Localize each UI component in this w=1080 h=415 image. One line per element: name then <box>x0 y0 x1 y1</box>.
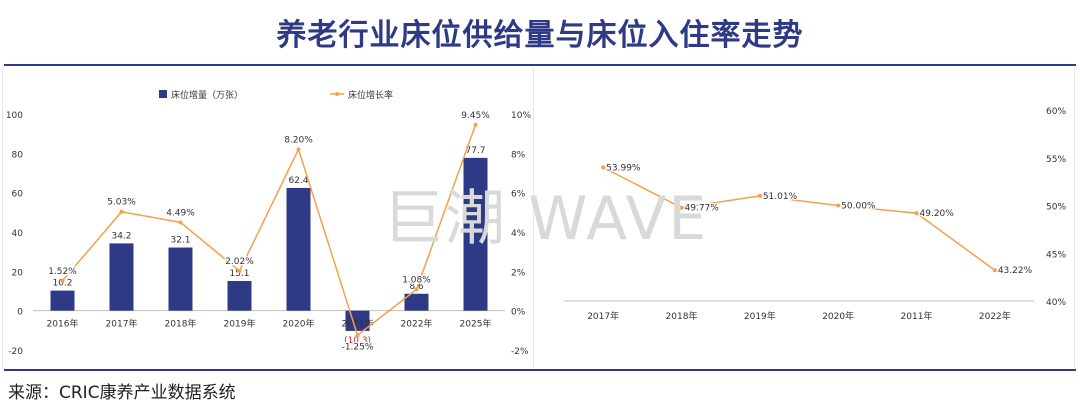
y-right-tick-label: 40% <box>1046 298 1066 308</box>
occupancy-rate-point <box>992 268 997 273</box>
growth-rate-data-label: 5.03% <box>107 198 136 208</box>
bar-data-label: 34.2 <box>111 231 131 241</box>
watermark: 巨潮 WAVE <box>383 184 709 254</box>
y-right-tick-label: 8% <box>511 150 526 160</box>
y-right-tick-label: 60% <box>1046 107 1066 117</box>
bar-data-label: 10.2 <box>52 279 72 289</box>
source-note: 来源：CRIC康养产业数据系统 <box>8 383 236 403</box>
growth-rate-point <box>473 122 478 127</box>
y-left-tick-label: 80 <box>12 150 24 160</box>
x-tick-label: 2022年 <box>401 318 433 330</box>
x-tick-label: 2019年 <box>224 318 256 330</box>
title-divider <box>4 64 1076 66</box>
bar-bed-increase <box>286 187 311 311</box>
bar-bed-increase <box>168 247 193 311</box>
occupancy-rate-data-label: 43.22% <box>998 266 1033 276</box>
occupancy-rate-point <box>601 165 606 170</box>
x-tick-label: 2017年 <box>106 318 138 330</box>
y-right-tick-label: 2% <box>511 268 526 278</box>
x-tick-label: 2025年 <box>460 318 492 330</box>
bed-supply-chart: -20 0 20 40 60 80 100 -2% 0% 2% 4% 6% 8% 10% 2016年 2017… <box>6 89 532 357</box>
legend-bar-label: 床位增量（万张） <box>171 89 243 101</box>
growth-rate-point <box>355 333 360 338</box>
legend-bar-swatch <box>159 90 167 98</box>
bar-data-label: 8.6 <box>409 282 424 292</box>
occupancy-chart-panel: 40% 45% 50% 55% 60% 2017年 2018年 2019年 2020年 2011年… <box>533 68 1075 368</box>
x-tick-label: 2019年 <box>744 310 776 322</box>
x-tick-label: 2018年 <box>666 310 698 322</box>
x-tick-label: 2020年 <box>822 310 854 322</box>
growth-rate-data-label: 4.49% <box>166 208 195 218</box>
bar-data-label: 77.7 <box>465 146 485 156</box>
occupancy-rate-chart: 40% 45% 50% 55% 60% 2017年 2018年 2019年 2020年 2011年… <box>564 107 1066 322</box>
y-right-tick-label: 45% <box>1046 250 1066 260</box>
bar-bed-increase <box>463 157 488 311</box>
occupancy-rate-data-label: 50.00% <box>841 202 876 212</box>
growth-rate-point <box>60 278 65 283</box>
x-tick-label: 2022年 <box>979 310 1011 322</box>
y-left-tick-label: -20 <box>8 347 23 357</box>
growth-rate-point <box>237 268 242 273</box>
bar-data-label: (10.3) <box>344 336 371 346</box>
growth-rate-data-label: -1.25% <box>342 342 374 352</box>
occupancy-rate-point <box>914 211 919 216</box>
y-left-tick-label: 0 <box>17 308 23 318</box>
bar-data-label: 62.4 <box>288 176 308 186</box>
footer-divider <box>4 369 1076 371</box>
x-tick-label: 2018年 <box>165 318 197 330</box>
growth-rate-point <box>119 209 124 214</box>
y-right-tick-label: 10% <box>511 111 531 121</box>
legend-line-label: 床位增长率 <box>348 89 393 101</box>
y-right-tick-label: 4% <box>511 229 526 239</box>
legend-line-marker <box>335 92 339 96</box>
y-right-tick-label: 50% <box>1046 203 1066 213</box>
y-right-tick-label: 55% <box>1046 155 1066 165</box>
y-left-tick-label: 60 <box>12 190 24 200</box>
page-title: 养老行业床位供给量与床位入住率走势 <box>276 18 804 53</box>
bar-data-label: 32.1 <box>170 236 190 246</box>
x-tick-label: 2021年 <box>342 318 374 330</box>
bed-supply-chart-panel: -20 0 20 40 60 80 100 -2% 0% 2% 4% 6% 8% 10% 2016年 2017… <box>2 68 533 368</box>
y-right-tick-label: 0% <box>511 308 526 318</box>
x-tick-label: 2011年 <box>901 310 933 322</box>
growth-rate-line <box>61 124 477 337</box>
bar-bed-increase <box>109 243 134 311</box>
growth-rate-data-label: 2.02% <box>225 257 254 267</box>
y-right-tick-label: 6% <box>511 190 526 200</box>
occupancy-rate-data-label: 49.77% <box>685 204 720 214</box>
y-left-tick-label: 40 <box>12 229 24 239</box>
occupancy-rate-point <box>679 205 684 210</box>
y-left-tick-label: 20 <box>12 268 24 278</box>
x-tick-label: 2020年 <box>283 318 315 330</box>
growth-rate-data-label: 1.52% <box>48 267 77 277</box>
occupancy-rate-point <box>836 203 841 208</box>
y-left-tick-label: 100 <box>6 111 23 121</box>
growth-rate-point <box>178 220 183 225</box>
x-tick-label: 2017年 <box>587 310 619 322</box>
growth-rate-data-label: 8.20% <box>284 135 313 145</box>
growth-rate-point <box>414 287 419 292</box>
growth-rate-data-label: 9.45% <box>461 111 490 121</box>
bar-bed-increase <box>50 290 75 311</box>
occupancy-rate-line <box>602 166 996 271</box>
occupancy-rate-data-label: 51.01% <box>763 192 798 202</box>
occupancy-rate-data-label: 49.20% <box>920 209 955 219</box>
bar-bed-increase <box>227 280 252 311</box>
bar-data-label: 15.1 <box>229 269 249 279</box>
bar-bed-increase <box>404 293 429 311</box>
occupancy-rate-data-label: 53.99% <box>606 163 641 173</box>
x-tick-label: 2016年 <box>47 318 79 330</box>
growth-rate-point <box>296 147 301 152</box>
occupancy-rate-point <box>757 193 762 198</box>
growth-rate-data-label: 1.08% <box>402 275 431 285</box>
y-right-tick-label: -2% <box>511 347 529 357</box>
